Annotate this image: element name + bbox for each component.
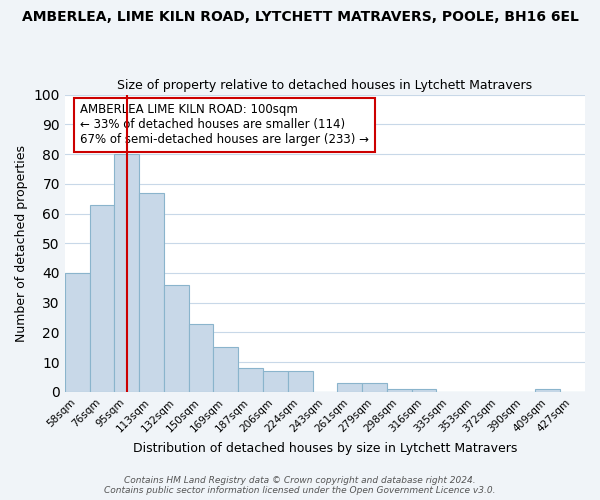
Bar — [139, 192, 164, 392]
Text: AMBERLEA, LIME KILN ROAD, LYTCHETT MATRAVERS, POOLE, BH16 6EL: AMBERLEA, LIME KILN ROAD, LYTCHETT MATRA… — [22, 10, 578, 24]
Bar — [65, 273, 89, 392]
Bar — [238, 368, 263, 392]
X-axis label: Distribution of detached houses by size in Lytchett Matravers: Distribution of detached houses by size … — [133, 442, 517, 455]
Bar — [337, 383, 362, 392]
Bar — [288, 371, 313, 392]
Bar — [535, 389, 560, 392]
Title: Size of property relative to detached houses in Lytchett Matravers: Size of property relative to detached ho… — [118, 79, 532, 92]
Bar — [115, 154, 139, 392]
Bar — [214, 348, 238, 392]
Text: AMBERLEA LIME KILN ROAD: 100sqm
← 33% of detached houses are smaller (114)
67% o: AMBERLEA LIME KILN ROAD: 100sqm ← 33% of… — [80, 104, 370, 146]
Bar — [412, 389, 436, 392]
Text: Contains HM Land Registry data © Crown copyright and database right 2024.
Contai: Contains HM Land Registry data © Crown c… — [104, 476, 496, 495]
Bar — [164, 285, 188, 392]
Bar — [387, 389, 412, 392]
Bar — [188, 324, 214, 392]
Bar — [89, 204, 115, 392]
Bar — [263, 371, 288, 392]
Y-axis label: Number of detached properties: Number of detached properties — [15, 145, 28, 342]
Bar — [362, 383, 387, 392]
